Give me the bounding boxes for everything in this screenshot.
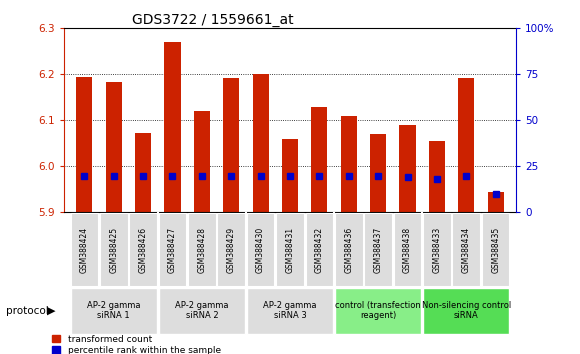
Bar bbox=[452, 213, 480, 286]
Bar bbox=[488, 192, 503, 212]
Bar bbox=[400, 125, 416, 212]
Bar bbox=[159, 213, 186, 286]
Text: ▶: ▶ bbox=[46, 306, 55, 316]
Legend: transformed count, percentile rank within the sample: transformed count, percentile rank withi… bbox=[52, 335, 220, 354]
Text: GSM388435: GSM388435 bbox=[491, 227, 500, 273]
Text: AP-2 gamma
siRNA 1: AP-2 gamma siRNA 1 bbox=[87, 301, 140, 320]
Bar bbox=[306, 213, 333, 286]
Text: GDS3722 / 1559661_at: GDS3722 / 1559661_at bbox=[132, 13, 293, 27]
Text: AP-2 gamma
siRNA 2: AP-2 gamma siRNA 2 bbox=[175, 301, 229, 320]
Text: control (transfection
reagent): control (transfection reagent) bbox=[335, 301, 421, 320]
Text: GSM388430: GSM388430 bbox=[256, 227, 265, 273]
Bar bbox=[218, 213, 245, 286]
Bar bbox=[311, 107, 328, 212]
Text: GSM388431: GSM388431 bbox=[285, 227, 295, 273]
Text: GSM388432: GSM388432 bbox=[315, 227, 324, 273]
Text: GSM388426: GSM388426 bbox=[139, 227, 148, 273]
Text: GSM388433: GSM388433 bbox=[432, 227, 441, 273]
Text: Non-silencing control
siRNA: Non-silencing control siRNA bbox=[422, 301, 511, 320]
Bar bbox=[429, 141, 445, 212]
Bar bbox=[159, 288, 245, 333]
Bar bbox=[335, 213, 362, 286]
Text: GSM388425: GSM388425 bbox=[109, 227, 118, 273]
Bar bbox=[129, 213, 157, 286]
Bar bbox=[164, 42, 180, 212]
Text: GSM388427: GSM388427 bbox=[168, 227, 177, 273]
Bar bbox=[71, 213, 98, 286]
Bar bbox=[106, 82, 122, 212]
Bar bbox=[100, 213, 128, 286]
Bar bbox=[188, 213, 216, 286]
Bar bbox=[194, 111, 210, 212]
Text: GSM388428: GSM388428 bbox=[197, 227, 206, 273]
Bar bbox=[482, 213, 509, 286]
Bar bbox=[71, 288, 157, 333]
Bar bbox=[135, 133, 151, 212]
Bar bbox=[77, 76, 92, 212]
Text: GSM388424: GSM388424 bbox=[80, 227, 89, 273]
Bar bbox=[340, 116, 357, 212]
Text: AP-2 gamma
siRNA 3: AP-2 gamma siRNA 3 bbox=[263, 301, 317, 320]
Bar bbox=[458, 78, 474, 212]
Bar bbox=[223, 78, 240, 212]
Text: GSM388437: GSM388437 bbox=[374, 227, 383, 273]
Bar bbox=[252, 74, 269, 212]
Bar bbox=[364, 213, 392, 286]
Text: GSM388434: GSM388434 bbox=[462, 227, 471, 273]
Bar bbox=[423, 288, 509, 333]
Text: GSM388438: GSM388438 bbox=[403, 227, 412, 273]
Bar bbox=[370, 134, 386, 212]
Text: GSM388429: GSM388429 bbox=[227, 227, 235, 273]
Text: protocol: protocol bbox=[6, 306, 49, 316]
Bar bbox=[423, 213, 451, 286]
Bar bbox=[247, 213, 274, 286]
Bar bbox=[247, 288, 333, 333]
Bar bbox=[276, 213, 304, 286]
Bar bbox=[394, 213, 421, 286]
Bar bbox=[335, 288, 421, 333]
Bar bbox=[282, 139, 298, 212]
Text: GSM388436: GSM388436 bbox=[345, 227, 353, 273]
